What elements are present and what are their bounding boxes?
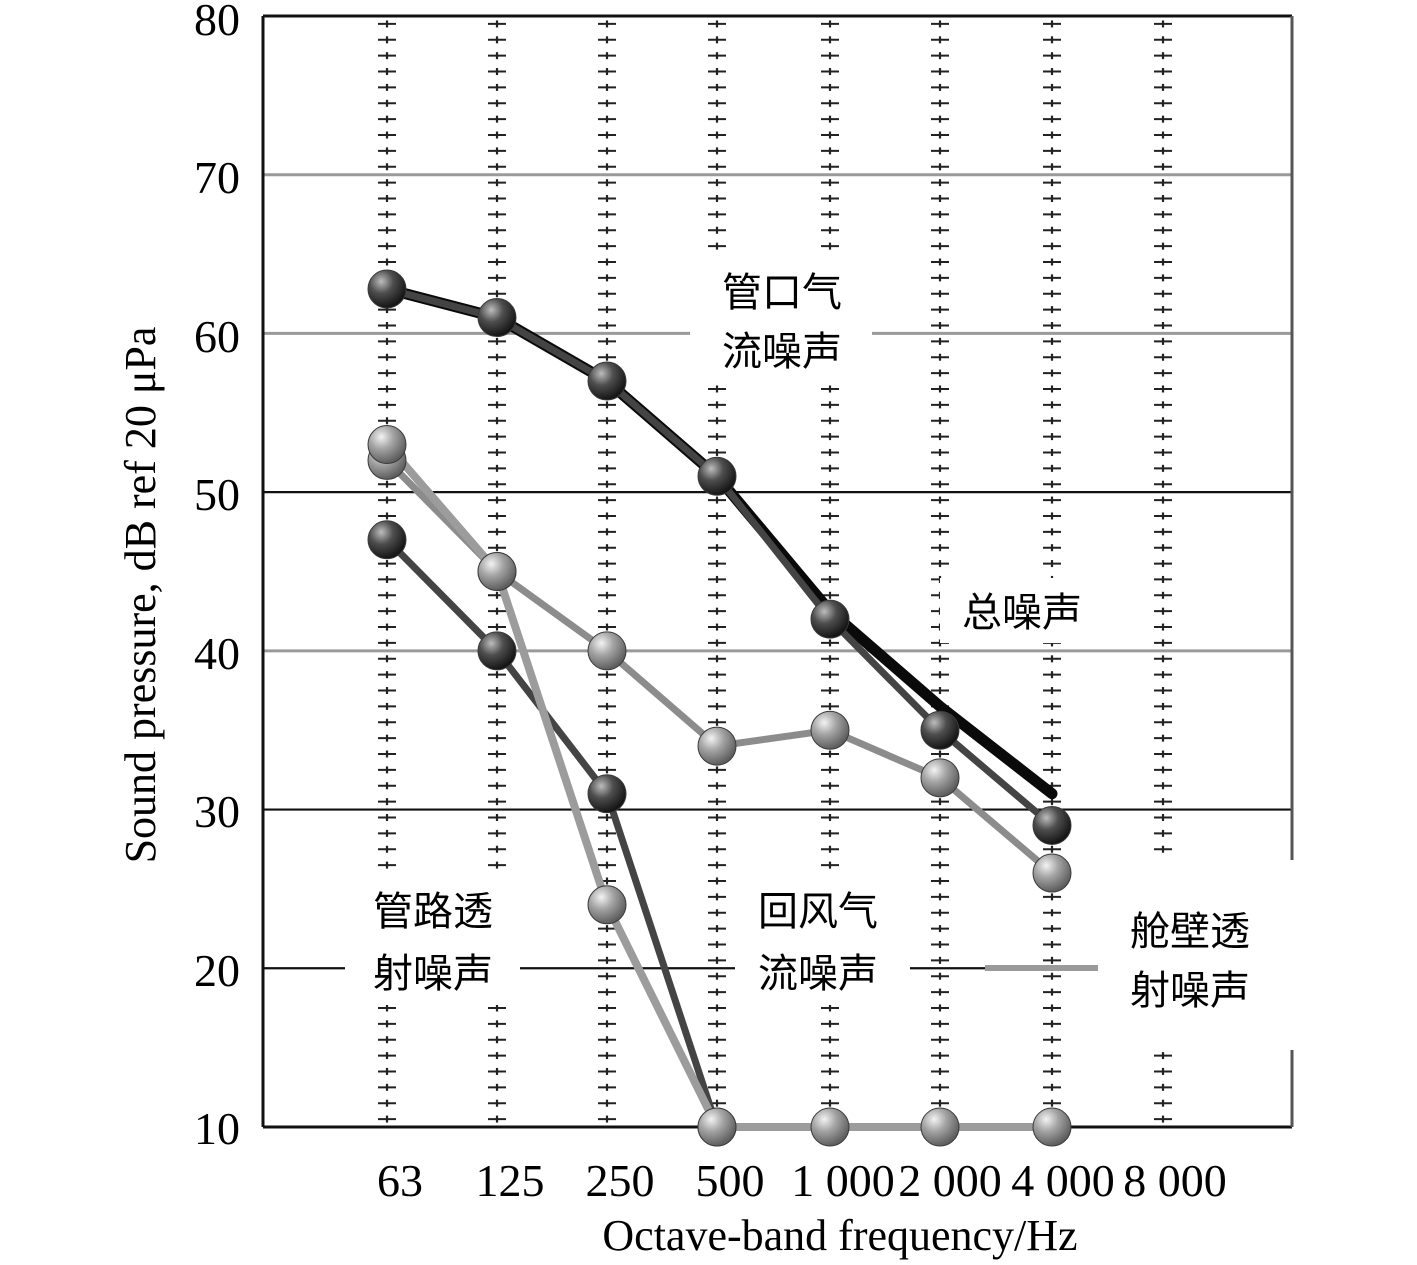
data-points: [367, 269, 1072, 1147]
x-tick-label: 125: [476, 1155, 545, 1206]
data-point: [587, 885, 627, 925]
data-point: [477, 552, 517, 591]
y-axis-title: Sound pressure, dB ref 20 μPa: [116, 327, 165, 864]
x-tick-label: 2 000: [898, 1155, 1002, 1206]
annotation-nozzle-airflow-noise: 流噪声: [722, 329, 842, 375]
x-tick-label: 500: [696, 1155, 765, 1206]
x-tick-label: 63: [377, 1155, 423, 1206]
data-point: [477, 631, 517, 671]
series-line: [383, 536, 721, 1131]
data-point: [477, 298, 517, 338]
data-point: [1032, 853, 1072, 893]
annotation-pipe-transmission-noise: 管路透: [373, 889, 493, 935]
annotation-bulkhead-transmission-noise: 射噪声: [1130, 968, 1250, 1014]
x-tick-label: 4 000: [1011, 1155, 1115, 1206]
data-point: [697, 456, 737, 496]
y-tick-label: 80: [194, 0, 240, 45]
data-point: [587, 631, 627, 671]
annotation-bg: [735, 870, 910, 1005]
annotation-return-airflow-noise: 流噪声: [758, 951, 878, 997]
data-point: [920, 758, 960, 798]
annotation-bg: [1098, 860, 1298, 1050]
annotation-pipe-transmission-noise: 射噪声: [373, 951, 493, 997]
annotation-bg: [940, 578, 1095, 643]
data-point: [367, 269, 407, 309]
y-tick-label: 70: [194, 152, 240, 203]
y-tick-label: 10: [194, 1103, 240, 1154]
x-tick-label: 1 000: [791, 1155, 895, 1206]
x-tick-label: 250: [586, 1155, 655, 1206]
data-point: [920, 710, 960, 750]
y-tick-label: 40: [194, 628, 240, 679]
annotation-bg: [690, 258, 872, 383]
data-point: [587, 774, 627, 814]
data-point: [697, 1107, 737, 1147]
annotation-nozzle-airflow-noise: 管口气: [722, 270, 842, 316]
y-tick-label: 30: [194, 786, 240, 837]
data-point: [1032, 805, 1072, 845]
data-point: [587, 361, 627, 401]
data-point: [810, 1107, 850, 1147]
annotation-bg: [345, 870, 520, 1005]
data-point: [697, 726, 737, 766]
y-tick-label: 60: [194, 311, 240, 362]
data-point: [920, 1107, 960, 1147]
x-tick-label: 8 000: [1123, 1155, 1227, 1206]
data-point: [367, 425, 407, 465]
data-point: [810, 710, 850, 750]
annotation-bulkhead-transmission-noise: 舱壁透: [1130, 909, 1250, 955]
data-point: [1032, 1107, 1072, 1147]
y-tick-label: 50: [194, 469, 240, 520]
annotation-return-airflow-noise: 回风气: [758, 889, 878, 935]
data-point: [810, 599, 850, 639]
x-axis-title: Octave-band frequency/Hz: [602, 1211, 1077, 1260]
data-point: [367, 520, 407, 560]
annotation-total-noise: 总噪声: [962, 590, 1082, 636]
y-tick-label: 20: [194, 945, 240, 996]
